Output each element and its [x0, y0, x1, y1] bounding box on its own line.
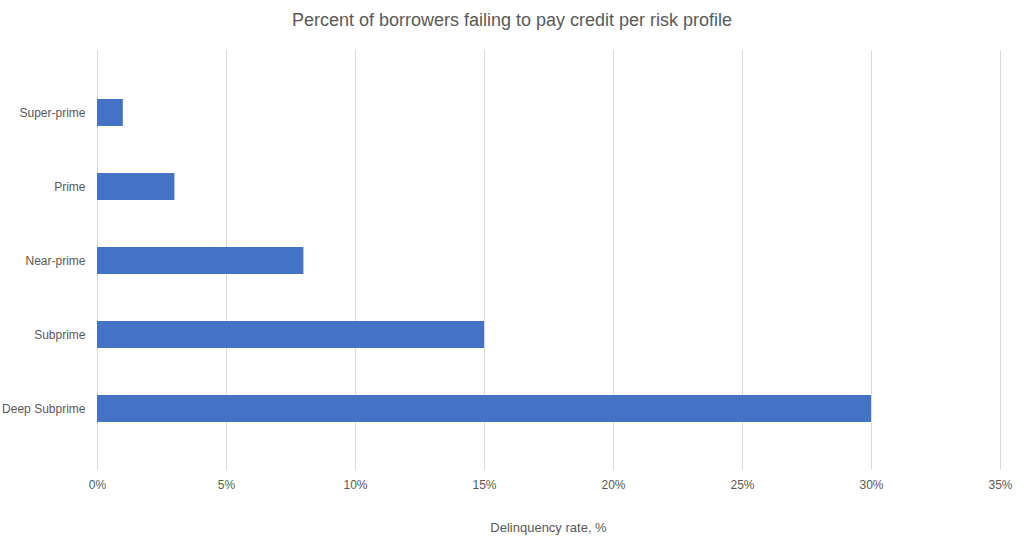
html-text:Delinquency rate, %: Delinquency rate, % — [490, 520, 607, 535]
svg-text:Subprime: Subprime — [34, 328, 86, 342]
svg-text:25%: 25% — [730, 478, 754, 492]
svg-text:15%: 15% — [472, 478, 496, 492]
svg-text:Near-prime: Near-prime — [25, 254, 85, 268]
svg-text:35%: 35% — [988, 478, 1012, 492]
svg-text:5%: 5% — [218, 478, 236, 492]
svg-text:0%: 0% — [89, 478, 107, 492]
svg-text:10%: 10% — [343, 478, 367, 492]
svg-text:Deep Subprime: Deep Subprime — [2, 402, 86, 416]
svg-text:Prime: Prime — [54, 180, 86, 194]
svg-text:Super-prime: Super-prime — [19, 106, 85, 120]
html-text:Percent of borrowers failing t: Percent of borrowers failing to pay cred… — [291, 10, 733, 30]
svg-text:30%: 30% — [859, 478, 883, 492]
svg-text:20%: 20% — [601, 478, 625, 492]
